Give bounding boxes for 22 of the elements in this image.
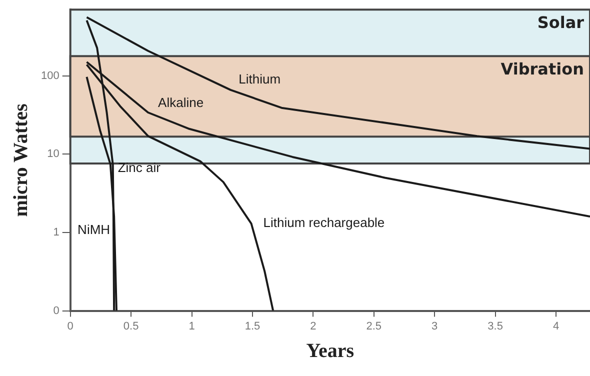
series-label: Alkaline bbox=[158, 95, 204, 110]
x-tick-label: 3.5 bbox=[488, 320, 503, 332]
y-axis-title: micro Wattes bbox=[10, 103, 32, 217]
x-tick-label: 1.5 bbox=[244, 320, 260, 332]
band-label: Vibration bbox=[500, 59, 584, 78]
y-tick-label: 1 bbox=[53, 226, 60, 238]
series-label: Lithium rechargeable bbox=[263, 215, 385, 230]
x-axis-title: Years bbox=[306, 340, 354, 362]
x-tick-label: 3 bbox=[432, 320, 438, 332]
x-tick-label: 2 bbox=[310, 320, 316, 332]
x-tick-label: 2.5 bbox=[366, 320, 382, 332]
series-label: Zinc air bbox=[118, 160, 162, 175]
y-tick-label: 10 bbox=[47, 148, 60, 160]
x-tick-label: 0.5 bbox=[123, 320, 139, 332]
x-tick-label: 1 bbox=[188, 320, 195, 332]
band-label: Solar bbox=[537, 12, 584, 32]
x-tick-label: 4 bbox=[552, 320, 560, 332]
x-tick-label: 0 bbox=[67, 320, 74, 332]
y-tick-label: 0 bbox=[53, 304, 60, 317]
y-tick-label: 100 bbox=[40, 70, 60, 82]
series-label: NiMH bbox=[78, 222, 110, 238]
series-label: Lithium bbox=[238, 72, 281, 87]
